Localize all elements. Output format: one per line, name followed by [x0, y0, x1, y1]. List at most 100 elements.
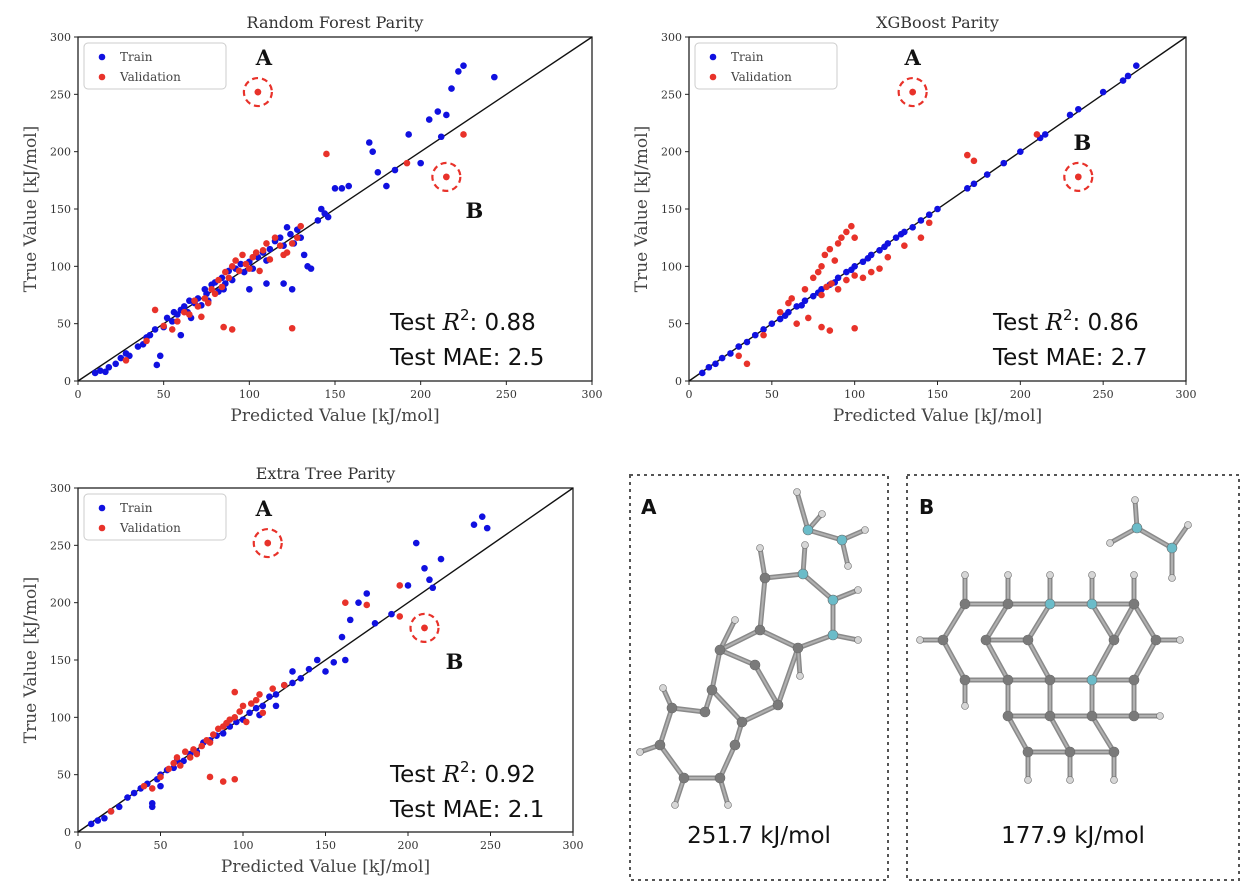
molecule-a-atom-carbon	[654, 739, 666, 751]
train-point	[342, 656, 349, 664]
validation-point	[157, 773, 164, 781]
x-tick-label: 150	[927, 388, 948, 401]
validation-point	[194, 303, 202, 310]
train-point	[266, 245, 274, 253]
validation-point	[823, 283, 830, 291]
y-tick-label: 0	[64, 375, 71, 388]
validation-point	[219, 778, 227, 785]
train-point	[124, 794, 131, 801]
train-point	[925, 211, 933, 219]
validation-point	[396, 582, 404, 589]
validation-point	[174, 318, 181, 325]
train-point	[148, 803, 156, 811]
x-tick-label: 100	[844, 388, 865, 401]
x-tick-label: 300	[1176, 388, 1197, 401]
molecule-a-bond-highlight	[711, 649, 721, 691]
y-axis-label: True Value [kJ/mol]	[21, 126, 41, 292]
validation-point	[867, 268, 875, 276]
molecule-a-atom-carbon	[754, 624, 766, 636]
legend-label-validation: Validation	[119, 70, 181, 84]
validation-point	[294, 234, 301, 241]
validation-point	[788, 295, 796, 302]
molecule-b-atom-carbon	[1022, 634, 1034, 646]
validation-point	[809, 274, 817, 282]
train-point	[117, 354, 125, 362]
train-point	[112, 360, 119, 368]
molecule-a-atom-hydrogen	[659, 684, 667, 692]
train-point	[153, 361, 161, 369]
outlier-a-ring	[252, 527, 283, 559]
y-tick-label: 200	[50, 597, 71, 610]
legend-box	[83, 493, 227, 541]
outlier-b-label: B	[1073, 130, 1091, 155]
y-tick-label: 300	[50, 31, 71, 44]
x-tick-label: 150	[325, 388, 346, 401]
molecule-a-atom-carbon	[678, 772, 690, 784]
train-point	[363, 590, 371, 597]
molecule-b-atom-carbon	[1002, 674, 1014, 686]
outlier-b-label: B	[465, 198, 483, 223]
molecule-a-atom-carbon	[706, 684, 718, 696]
test-r2-metric: Test R2: 0.86	[992, 306, 1139, 336]
validation-point	[818, 291, 825, 299]
validation-point	[735, 352, 742, 360]
x-tick-label: 200	[398, 839, 419, 852]
train-point	[246, 709, 253, 717]
train-point	[246, 285, 253, 293]
train-point	[776, 315, 784, 323]
train-point	[263, 280, 270, 287]
train-point	[735, 343, 742, 350]
train-point	[798, 302, 805, 309]
molecule-b-atom-hydrogen	[916, 636, 924, 644]
validation-point	[220, 323, 227, 331]
molecule-a-atom-nitrogen	[802, 524, 814, 536]
validation-point	[107, 808, 115, 815]
validation-point	[818, 323, 825, 331]
validation-point	[239, 702, 247, 710]
train-point	[768, 320, 776, 327]
outlier-a-label: A	[255, 45, 273, 70]
train-point	[157, 782, 164, 790]
train-point	[460, 62, 467, 69]
molecule-b-atom-hydrogen	[1131, 496, 1139, 504]
validation-point	[851, 272, 858, 279]
molecule-a-atom-hydrogen	[854, 586, 862, 594]
validation-point	[363, 601, 371, 609]
validation-point	[843, 276, 850, 284]
validation-point	[848, 222, 855, 230]
train-point	[434, 108, 442, 115]
molecule-a-bond-highlight	[719, 619, 736, 651]
x-tick-label: 100	[233, 839, 254, 852]
molecule-b-bond-highlight	[985, 639, 1009, 681]
validation-point	[252, 249, 260, 256]
molecule-a-bond-highlight	[719, 649, 756, 666]
structure-panel-a-letter: A	[641, 495, 657, 519]
molecule-a-bond-highlight	[802, 573, 834, 601]
y-tick-label: 150	[50, 203, 71, 216]
molecule-b-atom-hydrogen	[1066, 776, 1074, 784]
molecule-b-atom-nitrogen	[1086, 674, 1098, 686]
train-point	[426, 576, 433, 584]
validation-point	[801, 285, 809, 293]
molecule-b-atom-hydrogen	[1106, 539, 1114, 547]
points-group	[91, 62, 498, 377]
legend-label-train: Train	[120, 50, 153, 64]
train-point	[429, 584, 437, 592]
train-point	[266, 693, 273, 700]
legend-box	[83, 42, 227, 90]
train-point	[101, 814, 108, 822]
x-tick-label: 50	[154, 839, 168, 852]
train-point	[365, 139, 373, 146]
validation-point	[851, 324, 858, 332]
train-point	[87, 820, 95, 828]
validation-point	[297, 222, 305, 230]
y-tick-label: 0	[675, 375, 682, 388]
validation-point	[228, 326, 236, 333]
validation-point	[917, 234, 925, 241]
molecule-a-atom-carbon	[792, 642, 804, 654]
molecule-b-atom-carbon	[937, 634, 949, 646]
molecule-b-atom-carbon	[1128, 674, 1140, 686]
train-point	[983, 171, 991, 178]
validation-point	[859, 274, 867, 282]
train-point	[1119, 77, 1127, 84]
